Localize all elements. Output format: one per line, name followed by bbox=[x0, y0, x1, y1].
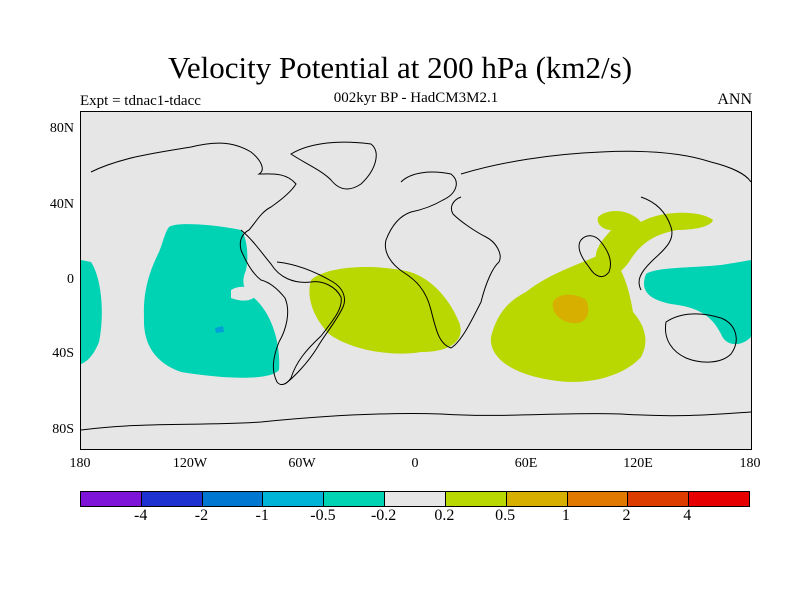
map-title: Velocity Potential at 200 hPa (km2/s) bbox=[167, 50, 633, 85]
colorbar-label-1: -2 bbox=[194, 507, 209, 524]
x-tick-60e: 60E bbox=[514, 456, 538, 471]
east-pacific-bay-cut bbox=[231, 286, 257, 301]
x-tick-120w: 120W bbox=[172, 456, 208, 471]
colorbar-swatch-0 bbox=[81, 492, 142, 506]
colorbar bbox=[80, 491, 750, 507]
indian-ocean-max bbox=[552, 294, 589, 324]
colorbar-label-7: 1 bbox=[561, 507, 570, 524]
y-tick-40n: 40N bbox=[49, 197, 74, 212]
y-tick-80s: 80S bbox=[52, 422, 74, 437]
y-tick-40s: 40S bbox=[52, 346, 74, 361]
north-america-coast bbox=[90, 142, 342, 386]
pacific-small-min bbox=[215, 326, 224, 333]
colorbar-swatch-5 bbox=[385, 492, 446, 506]
x-tick-0: 0 bbox=[411, 456, 419, 471]
colorbar-label-5: 0.2 bbox=[434, 507, 455, 524]
colorbar-swatch-4 bbox=[324, 492, 386, 506]
west-pacific-negative bbox=[643, 260, 751, 345]
colorbar-swatch-8 bbox=[567, 492, 629, 506]
asia-coast bbox=[460, 150, 751, 291]
x-tick-180w: 180 bbox=[69, 456, 91, 471]
x-tick-60w: 60W bbox=[288, 456, 316, 471]
colorbar-label-3: -0.5 bbox=[310, 507, 336, 524]
colorbar-swatch-3 bbox=[263, 492, 325, 506]
map-svg bbox=[81, 141, 751, 431]
map-subtitle: 002kyr BP - HadCM3M2.1 bbox=[333, 90, 499, 106]
y-tick-0: 0 bbox=[67, 272, 74, 287]
colorbar-swatch-7 bbox=[506, 492, 568, 506]
colorbar-swatch-6 bbox=[445, 492, 507, 506]
colorbar-swatch-1 bbox=[141, 492, 203, 506]
y-tick-80n: 80N bbox=[49, 121, 74, 136]
colorbar-label-6: 0.5 bbox=[495, 507, 516, 524]
colorbar-label-9: 4 bbox=[683, 507, 692, 524]
east-pacific-negative bbox=[143, 224, 280, 378]
x-tick-180e: 180 bbox=[739, 456, 761, 471]
colorbar-swatch-2 bbox=[202, 492, 264, 506]
atlantic-positive bbox=[309, 267, 461, 354]
australia-coast bbox=[664, 313, 737, 363]
x-tick-120e: 120E bbox=[623, 456, 653, 471]
greenland-coast bbox=[290, 141, 377, 190]
colorbar-swatch-10 bbox=[689, 492, 749, 506]
west-edge-negative bbox=[81, 260, 102, 364]
asia-positive bbox=[595, 210, 713, 277]
season-label: ANN bbox=[717, 91, 752, 108]
antarctica-coast bbox=[81, 411, 751, 431]
colorbar-swatch-9 bbox=[628, 492, 690, 506]
europe-africa-coast bbox=[384, 171, 501, 349]
colorbar-label-4: -0.2 bbox=[370, 507, 397, 524]
colorbar-label-8: 2 bbox=[622, 507, 631, 524]
south-america-coast bbox=[276, 261, 346, 385]
colorbar-label-2: -1 bbox=[255, 507, 269, 524]
map-plot-area bbox=[80, 111, 752, 450]
experiment-label: Expt = tdnac1-tdacc bbox=[80, 93, 201, 109]
colorbar-label-0: -4 bbox=[134, 507, 148, 524]
